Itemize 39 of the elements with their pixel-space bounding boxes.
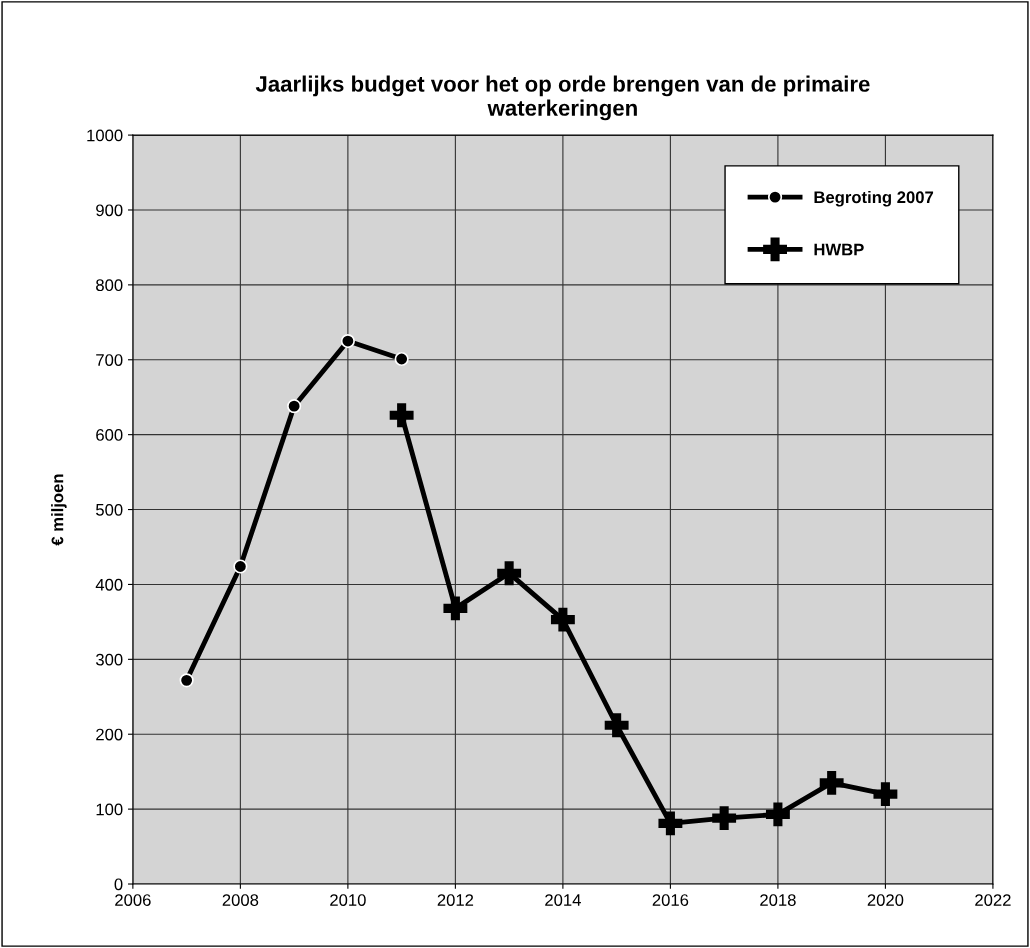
point	[340, 333, 355, 349]
x-tick-label: 2010	[330, 894, 366, 906]
y-tick-label: 1000	[87, 129, 123, 142]
point	[712, 806, 737, 831]
x-tick-label: 2012	[437, 894, 474, 906]
legend-label: HWBP	[814, 243, 864, 256]
point	[550, 607, 575, 632]
x-tick-label: 2014	[545, 894, 581, 906]
y-axis-title: € miljoen	[51, 474, 67, 546]
x-tick-label: 2008	[222, 894, 259, 906]
x-tick-label: 2020	[867, 894, 904, 906]
y-tick-label: 300	[95, 653, 123, 666]
y-tick-label: 800	[96, 279, 123, 292]
point	[604, 713, 629, 738]
y-tick-label: 0	[114, 878, 123, 891]
y-tick-label: 200	[96, 728, 123, 741]
y-tick-label: 400	[95, 578, 123, 591]
point	[658, 811, 683, 836]
x-tick-label: 2018	[760, 894, 796, 906]
point	[233, 559, 248, 574]
y-tick-label: 700	[96, 354, 123, 366]
point	[819, 770, 844, 795]
x-tick-label: 2006	[115, 894, 151, 906]
y-tick-label: 900	[96, 204, 123, 217]
legend-label: Begroting 2007	[814, 190, 934, 207]
point	[443, 596, 468, 621]
point	[287, 399, 302, 414]
point	[765, 802, 790, 827]
x-tick-label: 2022	[975, 894, 1011, 906]
point	[873, 782, 898, 807]
point	[394, 351, 409, 367]
chart-title: Jaarlijks budget voor het op orde brengen van de primaire waterkeringen	[255, 75, 870, 121]
point	[179, 673, 194, 688]
point	[389, 403, 414, 428]
y-tick-label: 500	[96, 503, 123, 516]
y-tick-label: 100	[96, 803, 123, 816]
point	[497, 561, 522, 586]
y-tick-label: 600	[96, 429, 123, 441]
x-tick-label: 2016	[652, 894, 689, 906]
